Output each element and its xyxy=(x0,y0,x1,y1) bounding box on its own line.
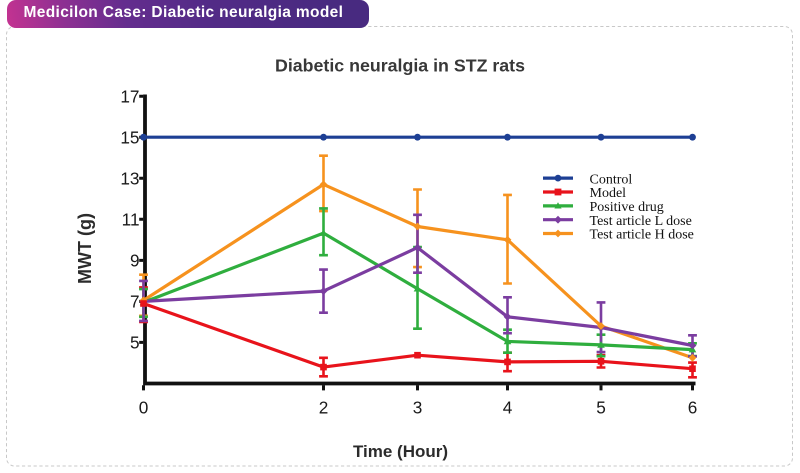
svg-text:4: 4 xyxy=(503,398,513,418)
svg-text:Test article L dose: Test article L dose xyxy=(590,214,692,229)
svg-text:13: 13 xyxy=(120,168,139,188)
svg-text:Control: Control xyxy=(590,172,633,187)
svg-text:2: 2 xyxy=(319,398,329,418)
svg-text:3: 3 xyxy=(413,398,423,418)
svg-text:7: 7 xyxy=(130,292,140,312)
svg-text:Time (Hour): Time (Hour) xyxy=(353,442,448,461)
svg-text:9: 9 xyxy=(130,251,140,271)
svg-text:6: 6 xyxy=(688,398,698,418)
svg-text:5: 5 xyxy=(130,333,140,353)
svg-text:Diabetic neuralgia in STZ rats: Diabetic neuralgia in STZ rats xyxy=(275,56,525,76)
svg-text:Positive drug: Positive drug xyxy=(590,200,664,215)
svg-text:15: 15 xyxy=(120,127,139,147)
svg-text:17: 17 xyxy=(120,86,139,106)
svg-text:MWT (g): MWT (g) xyxy=(75,213,95,284)
svg-text:11: 11 xyxy=(122,210,140,230)
svg-text:5: 5 xyxy=(596,398,606,418)
svg-text:0: 0 xyxy=(139,398,149,418)
svg-text:Test article H dose: Test article H dose xyxy=(590,228,694,243)
svg-text:Model: Model xyxy=(590,186,627,201)
